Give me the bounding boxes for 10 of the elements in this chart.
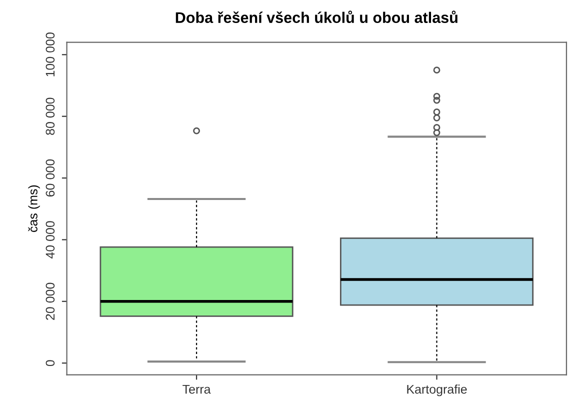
- chart-title: Doba řešení všech úkolů u obou atlasů: [176, 10, 458, 24]
- y-tick-label: 60 000: [46, 159, 55, 196]
- y-tick-label: 40 000: [46, 221, 55, 259]
- x-tick-label: Kartografie: [407, 384, 467, 396]
- y-tick-label: 20 000: [46, 282, 55, 320]
- x-tick-label: Terra: [182, 384, 211, 394]
- y-tick-label: 80 000: [46, 98, 55, 135]
- y-axis-title: čas (ms): [28, 185, 40, 232]
- y-tick-label: 0: [46, 360, 55, 366]
- y-tick-label: 100 000: [46, 32, 55, 76]
